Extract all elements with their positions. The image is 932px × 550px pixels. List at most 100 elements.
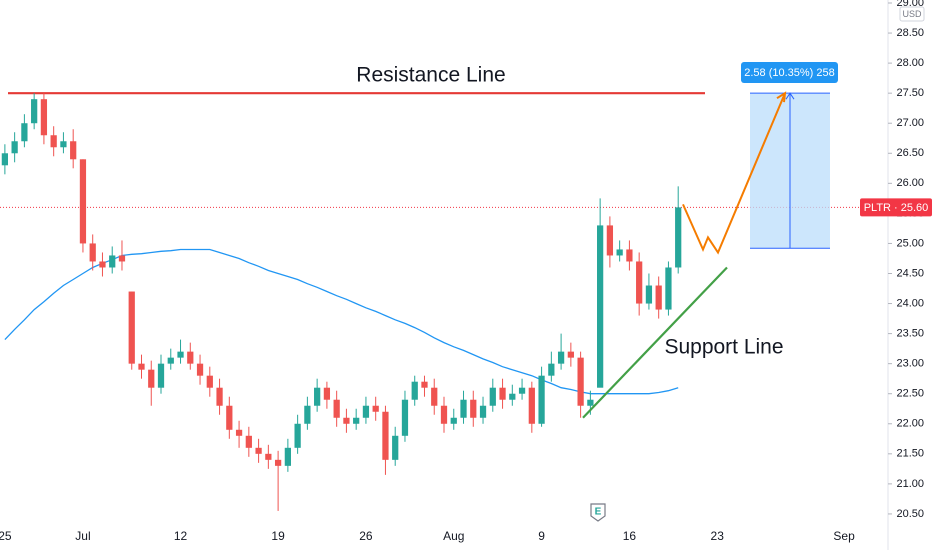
x-tick-label: 12 [174, 529, 188, 543]
y-tick-label: 29.00 [896, 0, 924, 9]
last-price-label: PLTR · 25.60 [864, 202, 929, 214]
candle-body [89, 243, 96, 262]
candle-body [323, 387, 331, 400]
candle-body [314, 387, 321, 406]
candle-body [118, 255, 126, 262]
resistance-label: Resistance Line [356, 64, 505, 87]
projection-arrowhead [776, 91, 787, 103]
candle-body [109, 255, 116, 268]
candle-body [157, 363, 165, 388]
y-tick-label: 21.00 [896, 478, 924, 490]
candle-body [636, 261, 643, 304]
candle-body [548, 363, 555, 376]
candle-body [372, 405, 379, 412]
support-line [582, 266, 728, 419]
x-tick-label: 25 [0, 529, 12, 543]
x-tick-label: 23 [711, 529, 725, 543]
y-tick-label: 27.00 [896, 117, 924, 129]
candle-body [597, 225, 604, 388]
candle-body [274, 459, 282, 466]
y-tick-label: 26.50 [896, 147, 924, 159]
candle-body [567, 351, 574, 358]
candle-body [79, 159, 87, 244]
y-tick-label: 28.50 [896, 27, 924, 39]
x-tick-label: Sep [833, 529, 855, 543]
candle-body [60, 141, 67, 148]
candle-body [40, 99, 48, 136]
measure-label: 2.58 (10.35%) 258 [744, 67, 835, 79]
x-tick-label: 16 [623, 529, 637, 543]
currency-box [899, 6, 925, 22]
candle-body [645, 285, 653, 304]
candle-body [235, 429, 243, 436]
candle-body [665, 267, 672, 310]
candle-body [528, 387, 535, 424]
candle-body [362, 405, 370, 418]
y-tick-label: 23.50 [896, 328, 924, 340]
x-tick-label: Aug [443, 529, 464, 543]
projection-path [682, 92, 786, 255]
candle-body [470, 399, 477, 418]
earnings-marker: E [590, 503, 606, 522]
candle-body [284, 447, 291, 466]
candle-body [606, 225, 614, 256]
candle-body [440, 405, 448, 424]
x-tick-label: 19 [271, 529, 285, 543]
y-tick-label: 27.50 [896, 87, 924, 99]
candle-body [128, 291, 135, 364]
candle-body [675, 207, 682, 268]
candle-body [31, 99, 38, 124]
candle-body [167, 357, 174, 364]
candle-body [187, 351, 194, 364]
candle-body [460, 399, 467, 418]
currency-label: USD [902, 9, 922, 19]
candle-body [577, 357, 584, 406]
candle-body [245, 435, 252, 448]
candle-body [538, 375, 545, 424]
y-tick-label: 23.00 [896, 358, 924, 370]
candle-body [70, 141, 77, 160]
candle-body [557, 351, 565, 364]
x-tick-label: Jul [75, 529, 90, 543]
candle-body [304, 405, 311, 424]
candle-body [177, 351, 184, 358]
candle-body [99, 261, 106, 268]
y-tick-label: 22.00 [896, 418, 924, 430]
candle-body [431, 387, 438, 406]
candle-body [479, 405, 487, 418]
x-tick-label: 26 [359, 529, 373, 543]
candle-body [343, 417, 350, 424]
candle-body [626, 249, 633, 262]
candle-body [11, 141, 18, 154]
x-tick-label: 9 [538, 529, 545, 543]
candle-body [21, 123, 28, 142]
candle-body [216, 387, 223, 406]
candle-body [138, 363, 145, 370]
candle-body [518, 387, 526, 394]
candle-body [265, 453, 272, 460]
candle-body [616, 249, 623, 256]
candle-body [509, 393, 516, 400]
y-tick-label: 20.50 [896, 508, 924, 520]
measure-label-box [741, 62, 838, 83]
candle-body [206, 375, 213, 388]
candle-body [382, 411, 389, 460]
support-label: Support Line [664, 336, 783, 359]
candle-body [587, 399, 594, 406]
candle-body [1, 153, 9, 166]
candle-body [499, 387, 506, 400]
y-tick-label: 26.00 [896, 177, 924, 189]
candle-body [226, 405, 233, 430]
candle-body [411, 381, 418, 400]
y-tick-label: 24.50 [896, 267, 924, 279]
candle-body [401, 399, 409, 436]
candle-body [450, 417, 457, 424]
earnings-label: E [595, 507, 602, 518]
candle-body [294, 423, 301, 448]
candle-body [655, 285, 662, 310]
earnings-badge [590, 503, 606, 522]
candle-body [50, 135, 57, 148]
last-price-box [860, 198, 932, 217]
